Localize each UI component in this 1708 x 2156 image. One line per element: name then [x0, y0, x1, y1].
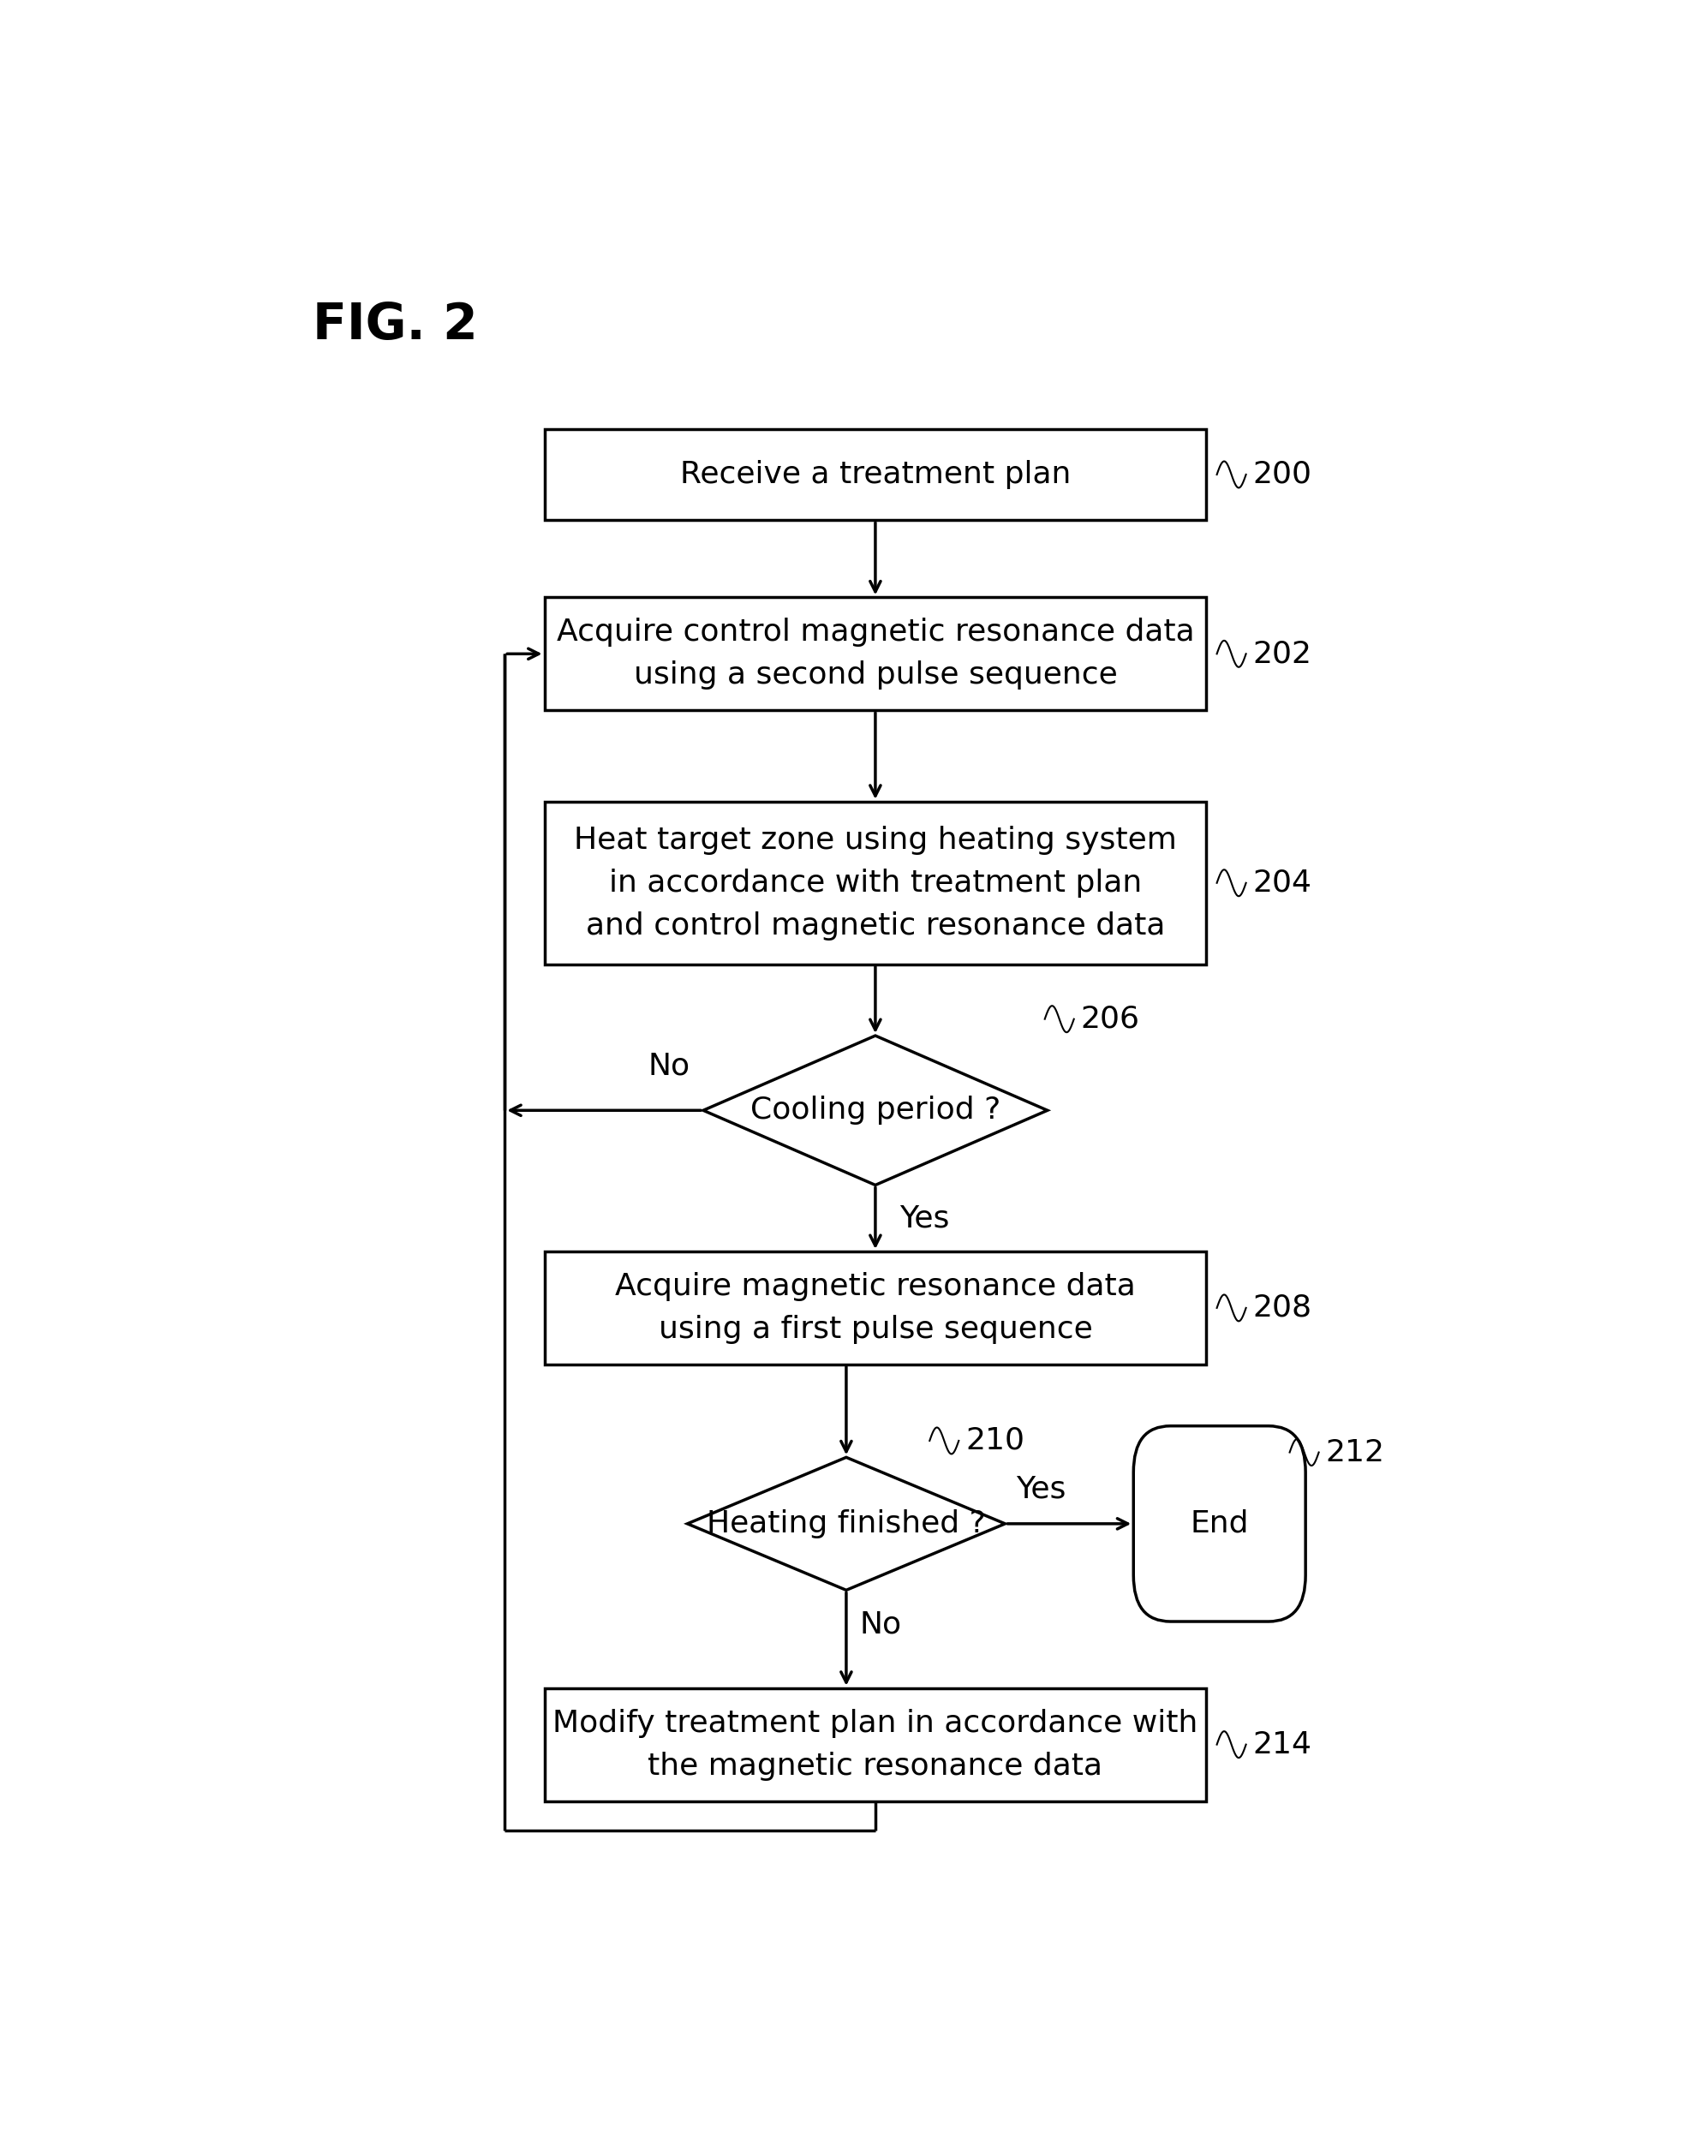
Bar: [545, 597, 1206, 709]
Text: 210: 210: [965, 1425, 1025, 1455]
Text: 212: 212: [1325, 1438, 1385, 1466]
Text: Heating finished ?: Heating finished ?: [707, 1509, 986, 1537]
Text: 200: 200: [1252, 459, 1312, 489]
Text: No: No: [859, 1611, 902, 1639]
Text: Receive a treatment plan: Receive a treatment plan: [680, 459, 1071, 489]
Bar: [545, 802, 1206, 964]
Text: Heat target zone using heating system
in accordance with treatment plan
and cont: Heat target zone using heating system in…: [574, 826, 1177, 940]
Text: 214: 214: [1252, 1729, 1312, 1759]
Text: 208: 208: [1252, 1294, 1312, 1322]
Text: 206: 206: [1081, 1005, 1139, 1033]
Bar: [545, 1688, 1206, 1800]
Text: Cooling period ?: Cooling period ?: [750, 1095, 1001, 1125]
Text: Modify treatment plan in accordance with
the magnetic resonance data: Modify treatment plan in accordance with…: [553, 1708, 1197, 1781]
Text: No: No: [647, 1052, 690, 1080]
Bar: [545, 1250, 1206, 1365]
Text: End: End: [1190, 1509, 1249, 1537]
Text: Yes: Yes: [898, 1203, 950, 1233]
Text: Acquire magnetic resonance data
using a first pulse sequence: Acquire magnetic resonance data using a …: [615, 1272, 1136, 1343]
Text: 202: 202: [1252, 640, 1312, 668]
Bar: [545, 429, 1206, 520]
Text: Yes: Yes: [1016, 1475, 1066, 1505]
Polygon shape: [704, 1035, 1047, 1186]
Text: FIG. 2: FIG. 2: [313, 300, 478, 349]
FancyBboxPatch shape: [1134, 1425, 1305, 1621]
Text: Acquire control magnetic resonance data
using a second pulse sequence: Acquire control magnetic resonance data …: [557, 619, 1194, 690]
Text: 204: 204: [1252, 869, 1312, 897]
Polygon shape: [687, 1457, 1004, 1591]
